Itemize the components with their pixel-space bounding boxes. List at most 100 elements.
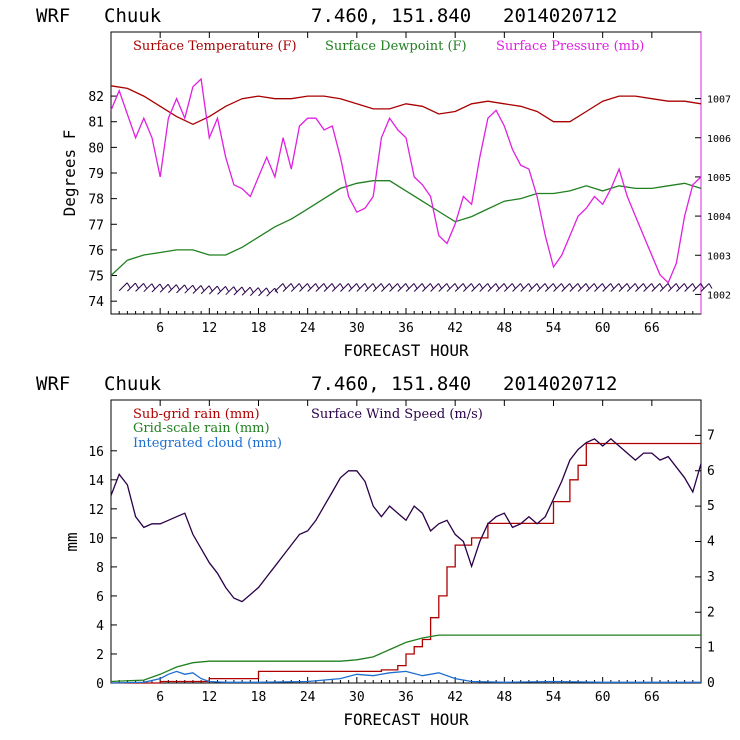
p1-wind-barb-flag bbox=[241, 286, 246, 293]
p1-wind-barb-flag bbox=[651, 283, 656, 289]
p1-wind-barb bbox=[118, 282, 128, 292]
p1-wind-barb-flag bbox=[315, 283, 320, 289]
p1-wind-barb bbox=[569, 283, 579, 292]
p1-wind-barb bbox=[397, 283, 407, 292]
p1-wind-barb-flag bbox=[520, 283, 524, 289]
panel1-wind-barbs bbox=[118, 282, 713, 297]
panel2-y-ticks: 0 2 4 6 8 10 12 14 16 bbox=[88, 445, 117, 692]
panel2-legend: Sub-grid rain (mm)Grid-scale rain (mm)In… bbox=[133, 407, 483, 451]
p2-y2-tick-label: 0 bbox=[707, 676, 715, 691]
panel2-station-label: Chuuk bbox=[104, 373, 162, 395]
p1-wind-barb-flag bbox=[216, 285, 221, 292]
p1-wind-barb bbox=[413, 283, 423, 292]
p1-x-tick-label: 54 bbox=[546, 321, 562, 336]
p2-y2-tick-label: 5 bbox=[707, 499, 715, 514]
p1-wind-barb-flag bbox=[470, 283, 475, 289]
p1-wind-barb bbox=[700, 283, 710, 292]
p1-wind-barb bbox=[495, 283, 505, 292]
p1-wind-barb bbox=[553, 283, 562, 292]
p1-wind-barb-flag bbox=[134, 282, 139, 289]
panel1-x-ticks: 6 12 18 24 30 36 42 48 54 60 66 bbox=[118, 32, 694, 336]
p1-wind-barb bbox=[315, 283, 325, 292]
p1-wind-barb bbox=[544, 283, 554, 292]
p1-wind-barb bbox=[487, 283, 497, 292]
p1-wind-barb bbox=[159, 283, 169, 293]
panel1-frame bbox=[110, 31, 702, 315]
p2-series-line-3 bbox=[110, 438, 702, 603]
p1-wind-barb bbox=[127, 282, 136, 292]
p1-y2-tick-label: 1002 bbox=[707, 290, 731, 301]
p1-wind-barb bbox=[626, 283, 636, 292]
p1-wind-barb-flag bbox=[692, 283, 697, 289]
p1-wind-barb bbox=[643, 283, 652, 292]
panel1-legend: Surface Temperature (F) Surface Dewpoint … bbox=[133, 39, 644, 54]
p1-wind-barb-flag bbox=[536, 283, 541, 289]
p1-wind-barb-flag bbox=[184, 284, 188, 291]
panel2-model-label: WRF bbox=[36, 373, 70, 395]
p1-x-tick-label: 36 bbox=[398, 321, 414, 336]
p1-wind-barb-flag bbox=[331, 283, 336, 289]
p1-wind-barb-flag bbox=[569, 283, 574, 289]
p1-y-tick-label: 82 bbox=[88, 90, 104, 105]
p1-wind-barb-flag bbox=[323, 283, 328, 289]
panel1-series bbox=[110, 77, 702, 284]
p1-wind-barb-flag bbox=[290, 283, 295, 289]
p1-wind-barb-flag bbox=[413, 283, 418, 289]
p2-y2-tick-label: 2 bbox=[707, 605, 715, 620]
p1-wind-barb bbox=[405, 283, 415, 292]
p1-wind-barb bbox=[258, 287, 267, 297]
p1-wind-barb bbox=[438, 283, 448, 292]
p1-wind-barb-flag bbox=[626, 283, 631, 289]
p2-y-tick-label: 4 bbox=[96, 619, 104, 634]
p1-wind-barb-flag bbox=[708, 283, 713, 289]
p1-wind-barb bbox=[602, 283, 612, 292]
p1-wind-barb bbox=[594, 283, 603, 292]
p1-x-tick-label: 18 bbox=[251, 321, 267, 336]
p2-x-tick-label: 6 bbox=[156, 690, 164, 705]
p1-wind-barb bbox=[446, 283, 456, 292]
p2-x-tick-label: 42 bbox=[447, 690, 463, 705]
panel2-y-axis-label: mm bbox=[62, 532, 81, 551]
p1-wind-barb bbox=[274, 283, 284, 292]
p2-x-tick-label: 48 bbox=[497, 690, 513, 705]
p1-wind-barb bbox=[184, 284, 194, 294]
panel1-x-axis-label: FORECAST HOUR bbox=[343, 341, 469, 360]
p1-wind-barb bbox=[176, 284, 185, 294]
p1-legend-entry: Surface Dewpoint (F) bbox=[325, 39, 467, 54]
p1-wind-barb-flag bbox=[372, 283, 377, 289]
p1-wind-barb-flag bbox=[356, 283, 361, 289]
p1-wind-barb bbox=[651, 283, 661, 292]
p2-x-tick-label: 54 bbox=[546, 690, 562, 705]
p1-wind-barb bbox=[299, 283, 308, 292]
p1-wind-barb bbox=[241, 286, 251, 296]
p1-x-tick-label: 12 bbox=[202, 321, 218, 336]
p1-wind-barb-flag bbox=[225, 286, 229, 292]
p1-legend-entry: Surface Temperature (F) bbox=[133, 39, 297, 54]
p2-y2-tick-label: 7 bbox=[707, 428, 715, 443]
p1-wind-barb-flag bbox=[495, 283, 500, 289]
p1-wind-barb-flag bbox=[421, 283, 426, 289]
p1-wind-barb-flag bbox=[610, 283, 615, 289]
p1-wind-barb-flag bbox=[593, 283, 598, 289]
p1-wind-barb bbox=[217, 286, 226, 295]
p1-y-tick-label: 78 bbox=[88, 193, 104, 208]
p1-wind-barb-flag bbox=[307, 283, 311, 289]
panel1-station-label: Chuuk bbox=[104, 5, 162, 27]
p2-legend-entry: Surface Wind Speed (m/s) bbox=[311, 407, 483, 422]
p1-wind-barb-flag bbox=[667, 283, 672, 289]
p1-wind-barb bbox=[381, 283, 390, 292]
p1-wind-barb-flag bbox=[339, 283, 344, 289]
p2-x-tick-label: 24 bbox=[300, 690, 316, 705]
p2-y-tick-label: 6 bbox=[96, 590, 104, 605]
p2-y-tick-label: 10 bbox=[88, 532, 104, 547]
p1-wind-barb-flag bbox=[388, 283, 393, 289]
p2-x-tick-label: 12 bbox=[202, 690, 218, 705]
p1-series-line-0 bbox=[110, 85, 702, 126]
p1-wind-barb bbox=[610, 283, 620, 292]
p1-wind-barb bbox=[585, 283, 595, 292]
p1-wind-barb bbox=[208, 285, 218, 295]
p1-wind-barb-flag bbox=[528, 283, 533, 289]
p1-x-tick-label: 48 bbox=[497, 321, 513, 336]
p2-x-tick-label: 18 bbox=[251, 690, 267, 705]
p2-y-tick-label: 14 bbox=[88, 474, 104, 489]
